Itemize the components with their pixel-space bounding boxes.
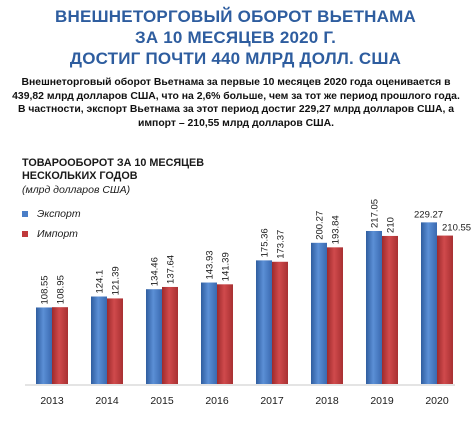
chart-legend: Экспорт Импорт — [22, 204, 81, 244]
bar-import-2018 — [327, 247, 343, 384]
legend-label-import: Импорт — [37, 228, 78, 240]
x-tick-label-2016: 2016 — [205, 395, 229, 407]
chart-subtitle: (млрд долларов США) — [22, 184, 131, 196]
value-label-export-2019: 217.05 — [370, 199, 381, 228]
value-label-import-2015: 137.64 — [166, 255, 177, 284]
value-label-export-2020: 229.27 — [414, 209, 443, 220]
bar-export-2018 — [311, 242, 327, 384]
bar-export-2017 — [256, 260, 272, 384]
x-tick-label-2020: 2020 — [425, 395, 449, 407]
value-label-import-2014: 121.39 — [111, 266, 122, 295]
value-label-export-2015: 134.46 — [150, 257, 161, 286]
bar-import-2020 — [437, 235, 453, 384]
value-label-import-2016: 141.39 — [221, 252, 232, 281]
legend-item-import: Импорт — [22, 224, 81, 244]
value-label-export-2016: 143.93 — [205, 250, 216, 279]
value-label-import-2020: 210.55 — [442, 223, 471, 234]
headline-line-3: ДОСТИГ ПОЧТИ 440 МЛРД ДОЛЛ. США — [69, 49, 402, 68]
bar-export-2016 — [201, 282, 217, 384]
chart-title: ТОВАРООБОРОТ ЗА 10 МЕСЯЦЕВ НЕСКОЛЬКИХ ГО… — [22, 157, 205, 182]
bar-import-2019 — [382, 235, 398, 384]
bar-export-2015 — [146, 289, 162, 384]
bar-export-2019 — [366, 230, 382, 384]
value-label-export-2013: 108.55 — [40, 275, 51, 304]
value-label-export-2017: 175.36 — [260, 228, 271, 257]
x-tick-label-2013: 2013 — [40, 395, 64, 407]
headline-line-1: ВНЕШНЕТОРГОВЫЙ ОБОРОТ ВЬЕТНАМА — [55, 7, 416, 26]
value-label-import-2013: 108.95 — [56, 275, 67, 304]
x-tick-label-2019: 2019 — [370, 395, 394, 407]
value-label-export-2014: 124.1 — [95, 270, 106, 294]
bar-import-2013 — [52, 307, 68, 384]
intro-paragraph: Внешнеторговый оборот Вьетнама за первые… — [12, 77, 460, 129]
headline-line-2: ЗА 10 МЕСЯЦЕВ 2020 Г. — [134, 28, 336, 47]
bar-export-2013 — [36, 307, 52, 384]
legend-swatch-export — [22, 211, 28, 217]
bar-import-2015 — [162, 286, 178, 384]
headline: ВНЕШНЕТОРГОВЫЙ ОБОРОТ ВЬЕТНАМА ЗА 10 МЕС… — [0, 6, 471, 69]
value-label-import-2019: 210 — [386, 217, 397, 233]
bar-export-2020 — [421, 222, 437, 384]
x-tick-label-2015: 2015 — [150, 395, 174, 407]
x-tick-label-2017: 2017 — [260, 395, 284, 407]
value-label-import-2017: 173.37 — [276, 230, 287, 259]
bar-import-2017 — [272, 261, 288, 384]
x-tick-label-2018: 2018 — [315, 395, 339, 407]
bar-import-2016 — [217, 284, 233, 384]
x-tick-label-2014: 2014 — [95, 395, 119, 407]
value-label-export-2018: 200.27 — [315, 211, 326, 240]
value-label-import-2018: 193.84 — [331, 215, 342, 244]
bar-import-2014 — [107, 298, 123, 384]
bar-export-2014 — [91, 296, 107, 384]
legend-swatch-import — [22, 231, 28, 237]
legend-item-export: Экспорт — [22, 204, 81, 224]
legend-label-export: Экспорт — [37, 208, 81, 220]
